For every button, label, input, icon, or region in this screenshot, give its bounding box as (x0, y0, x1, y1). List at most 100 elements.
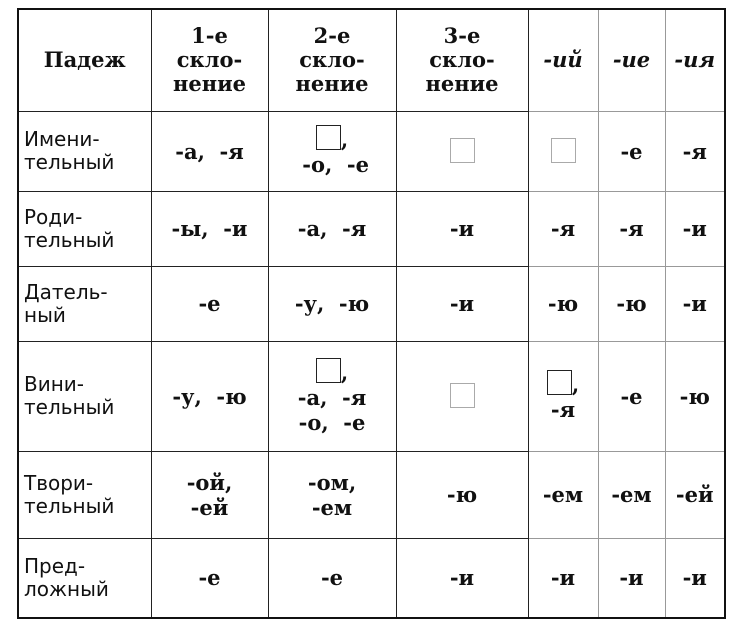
blank-ending (401, 137, 524, 165)
cell-line: -ю (679, 383, 710, 409)
cell-line: -ы, -и (171, 216, 248, 241)
column-header: -ия (664, 8, 726, 112)
ending-cell: , -а, -я -о, -е (267, 340, 397, 452)
cell-line: нение (295, 71, 369, 97)
cell-line: -я (550, 397, 576, 422)
ending-cell: -у, -ю (267, 265, 397, 342)
ending-cell: -ем (597, 450, 666, 539)
cell-line: Вини- (24, 372, 85, 396)
cell-line: -ю (616, 291, 647, 316)
cell-line: -е (320, 565, 344, 591)
blank-ending: , (273, 125, 392, 152)
empty-box-icon (315, 125, 341, 150)
cell-line: скло- (429, 47, 495, 73)
ending-cell: -я (664, 110, 726, 192)
header-row: Падеж 1-е скло-нение 2-е скло-нение 3-е скло-н… (17, 8, 726, 112)
ending-cell: , -я (527, 340, 599, 452)
column-header: -ий (527, 8, 599, 112)
ending-cell: -и (664, 265, 726, 342)
cell-line: тельный (24, 395, 115, 419)
case-name: Пред-ложный (17, 537, 152, 619)
cell-line: -о, -е (298, 409, 366, 435)
ending-cell: -е (150, 537, 269, 619)
separator: , (340, 359, 349, 385)
table-row: Имени-тельный -а, -я, -о, -е -е -я (17, 110, 726, 192)
cell-line: -ия (674, 47, 716, 73)
case-name: Датель-ный (17, 265, 152, 342)
ending-cell: -ю (527, 265, 599, 342)
empty-box-icon (550, 137, 576, 163)
table-row: Роди-тельный -ы, -и -а, -я -и -я -я -и (17, 190, 726, 267)
cell-line: нение (172, 71, 247, 97)
cell-line: Пред- (24, 553, 86, 578)
cell-line: -и (682, 565, 707, 591)
cell-line: -ем (611, 482, 652, 507)
cell-line: нение (425, 71, 499, 97)
cell-line: -е (198, 565, 221, 591)
column-header: 3-е скло-нение (395, 8, 529, 112)
ending-cell: -е (267, 537, 397, 619)
cell-line: Датель- (24, 279, 108, 304)
cell-line: 1-е (191, 23, 228, 49)
cell-line: тельный (24, 493, 115, 518)
ending-cell: -а, -я (267, 190, 397, 267)
cell-line: -и (449, 565, 475, 591)
case-name: Твори-тельный (17, 450, 152, 539)
ending-cell: , -о, -е (267, 110, 397, 192)
cell-line: -ей (190, 494, 229, 520)
cell-line: -ем (542, 482, 584, 507)
cell-line: Имени- (24, 127, 100, 151)
case-name: Имени-тельный (17, 110, 152, 192)
ending-cell: -ы, -и (150, 190, 269, 267)
ending-cell: -я (527, 190, 599, 267)
ending-cell: -е (597, 340, 666, 452)
cell-line: -о, -е (294, 152, 370, 177)
cell-line: -ю (547, 291, 579, 316)
declension-table: Падеж 1-е скло-нение 2-е скло-нение 3-е скло-н… (17, 8, 726, 619)
cell-line: ный (24, 302, 66, 327)
cell-line: Падеж (43, 47, 126, 73)
cell-line: Роди- (24, 204, 83, 229)
ending-cell: -ем (527, 450, 599, 539)
column-header: -ие (597, 8, 666, 112)
cell-line: -ом, (307, 469, 357, 495)
cell-line: -и (449, 291, 475, 316)
ending-cell: -и (395, 537, 529, 619)
cell-line: -ий (543, 47, 583, 73)
empty-box-icon (315, 357, 341, 383)
table-row: Пред-ложный -е -е -и -и -и -и (17, 537, 726, 619)
ending-cell: -ей (664, 450, 726, 539)
blank-ending: , (533, 370, 594, 397)
cell-line: -ой, (186, 469, 233, 495)
cell-line: Твори- (24, 470, 94, 495)
ending-cell: -и (597, 537, 666, 619)
column-header: Падеж (17, 8, 152, 112)
cell-line: -и (619, 565, 644, 591)
cell-line: -я (619, 216, 644, 241)
cell-line: -и (682, 291, 707, 316)
ending-cell: -ом, -ем (267, 450, 397, 539)
empty-box-icon (449, 382, 475, 408)
ending-cell: -и (664, 190, 726, 267)
cell-line: -я (550, 216, 576, 241)
cell-line: ложный (24, 576, 109, 601)
cell-line: -ей (675, 482, 714, 507)
cell-line: -у, -ю (294, 291, 370, 316)
case-name: Вини-тельный (17, 340, 152, 452)
cell-line: -ю (446, 482, 478, 507)
cell-line: 2-е (313, 23, 351, 49)
ending-cell (395, 110, 529, 192)
cell-line: скло- (299, 47, 365, 73)
cell-line: -ие (612, 47, 651, 73)
blank-ending (401, 382, 524, 410)
ending-cell: -и (395, 190, 529, 267)
blank-ending (533, 137, 594, 165)
cell-line: -е (620, 138, 643, 164)
cell-line: тельный (24, 227, 115, 252)
ending-cell: -у, -ю (150, 340, 269, 452)
ending-cell: -я (597, 190, 666, 267)
blank-ending: , (273, 357, 392, 385)
case-name: Роди-тельный (17, 190, 152, 267)
cell-line: -и (550, 565, 576, 591)
empty-box-icon (449, 137, 475, 163)
